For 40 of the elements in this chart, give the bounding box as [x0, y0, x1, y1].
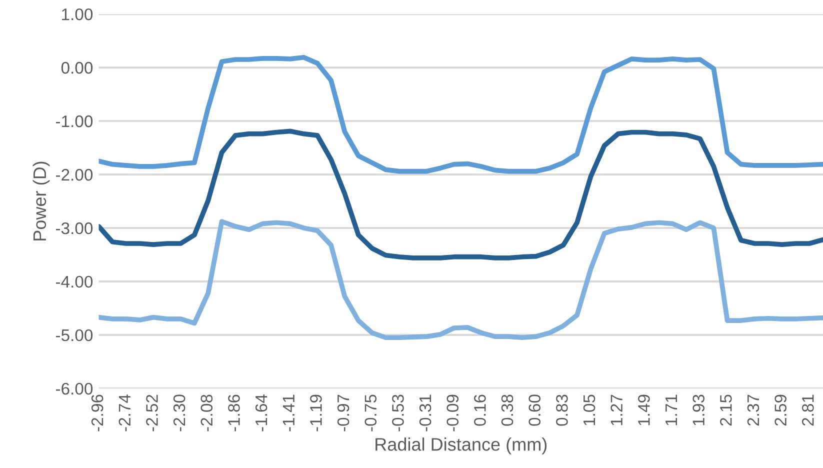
- line-series: [98, 219, 823, 340]
- x-axis-title: Radial Distance (mm): [376, 438, 547, 454]
- x-tick-label: -2.74: [118, 394, 130, 432]
- x-tick-label: -2.96: [91, 394, 104, 432]
- y-tick-label: 0.00: [61, 62, 93, 74]
- x-tick-label: 1.27: [610, 394, 622, 426]
- x-tick-label: -1.19: [310, 394, 322, 432]
- y-tick-label: -3.00: [56, 222, 93, 234]
- x-tick-label: -0.31: [419, 394, 432, 432]
- x-tick-label: 0.83: [556, 394, 568, 426]
- y-tick-label: -5.00: [56, 329, 93, 342]
- x-tick-label: 2.81: [802, 394, 814, 426]
- y-tick-label: -6.00: [56, 382, 93, 395]
- x-tick-label: 2.15: [720, 394, 732, 426]
- x-tick-label: 1.93: [692, 394, 704, 426]
- y-tick-label: -2.00: [56, 168, 93, 181]
- x-tick-label: 0.60: [528, 394, 541, 426]
- x-tick-label: -0.97: [337, 394, 350, 432]
- x-tick-label: -1.64: [255, 394, 268, 432]
- x-tick-label: 1.49: [638, 394, 650, 426]
- y-tick-label: -1.00: [56, 115, 93, 128]
- x-tick-label: -0.53: [392, 394, 404, 432]
- x-tick-label: -2.08: [200, 394, 213, 432]
- x-tick-label: 0.16: [474, 394, 486, 426]
- x-tick-label: -2.52: [146, 394, 158, 432]
- x-tick-label: -0.09: [446, 394, 459, 432]
- x-tick-label: -1.86: [228, 394, 240, 432]
- y-tick-label: -4.00: [56, 276, 93, 288]
- x-tick-label: 0.38: [501, 394, 514, 426]
- x-tick-label: -1.41: [282, 394, 294, 432]
- x-tick-label: -2.30: [173, 394, 186, 432]
- x-tick-label: 2.59: [774, 394, 786, 426]
- x-tick-label: 1.05: [583, 394, 596, 426]
- y-tick-label: 1.00: [62, 8, 93, 20]
- line-series: [98, 128, 823, 260]
- x-tick-label: 2.37: [747, 394, 760, 426]
- y-axis-title: Power (D): [32, 162, 50, 240]
- x-tick-label: -0.75: [364, 394, 377, 432]
- line-series: [98, 54, 823, 174]
- x-tick-label: 1.71: [666, 394, 677, 426]
